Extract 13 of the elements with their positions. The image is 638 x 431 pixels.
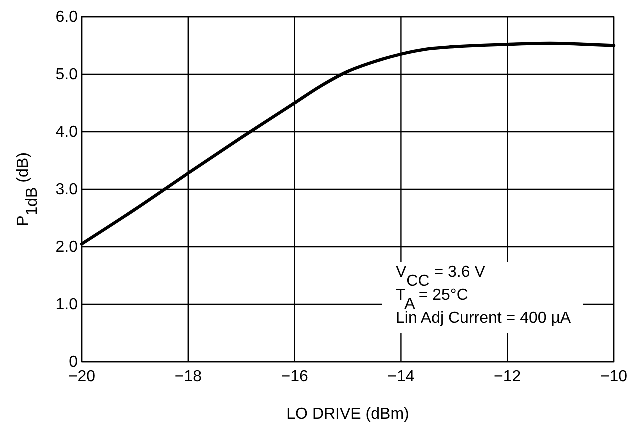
y-tick-label: 3.0 <box>56 182 78 199</box>
x-axis-title: LO DRIVE (dBm) <box>286 406 410 423</box>
x-tick-label: −10 <box>600 368 628 386</box>
x-tick-label: −18 <box>174 368 202 386</box>
y-tick-label: 4.0 <box>56 124 78 142</box>
y-tick-label: 2.0 <box>56 239 78 256</box>
x-tick-label: −12 <box>494 368 522 386</box>
y-tick-label: 5.0 <box>56 66 78 84</box>
x-tick-label: −16 <box>281 368 308 386</box>
y-tick-label: 1.0 <box>56 296 78 314</box>
x-tick-label: −14 <box>388 368 415 386</box>
y-tick-label: 6.0 <box>56 9 78 26</box>
annotation: Lin Adj Current = 400 µA <box>396 310 572 327</box>
